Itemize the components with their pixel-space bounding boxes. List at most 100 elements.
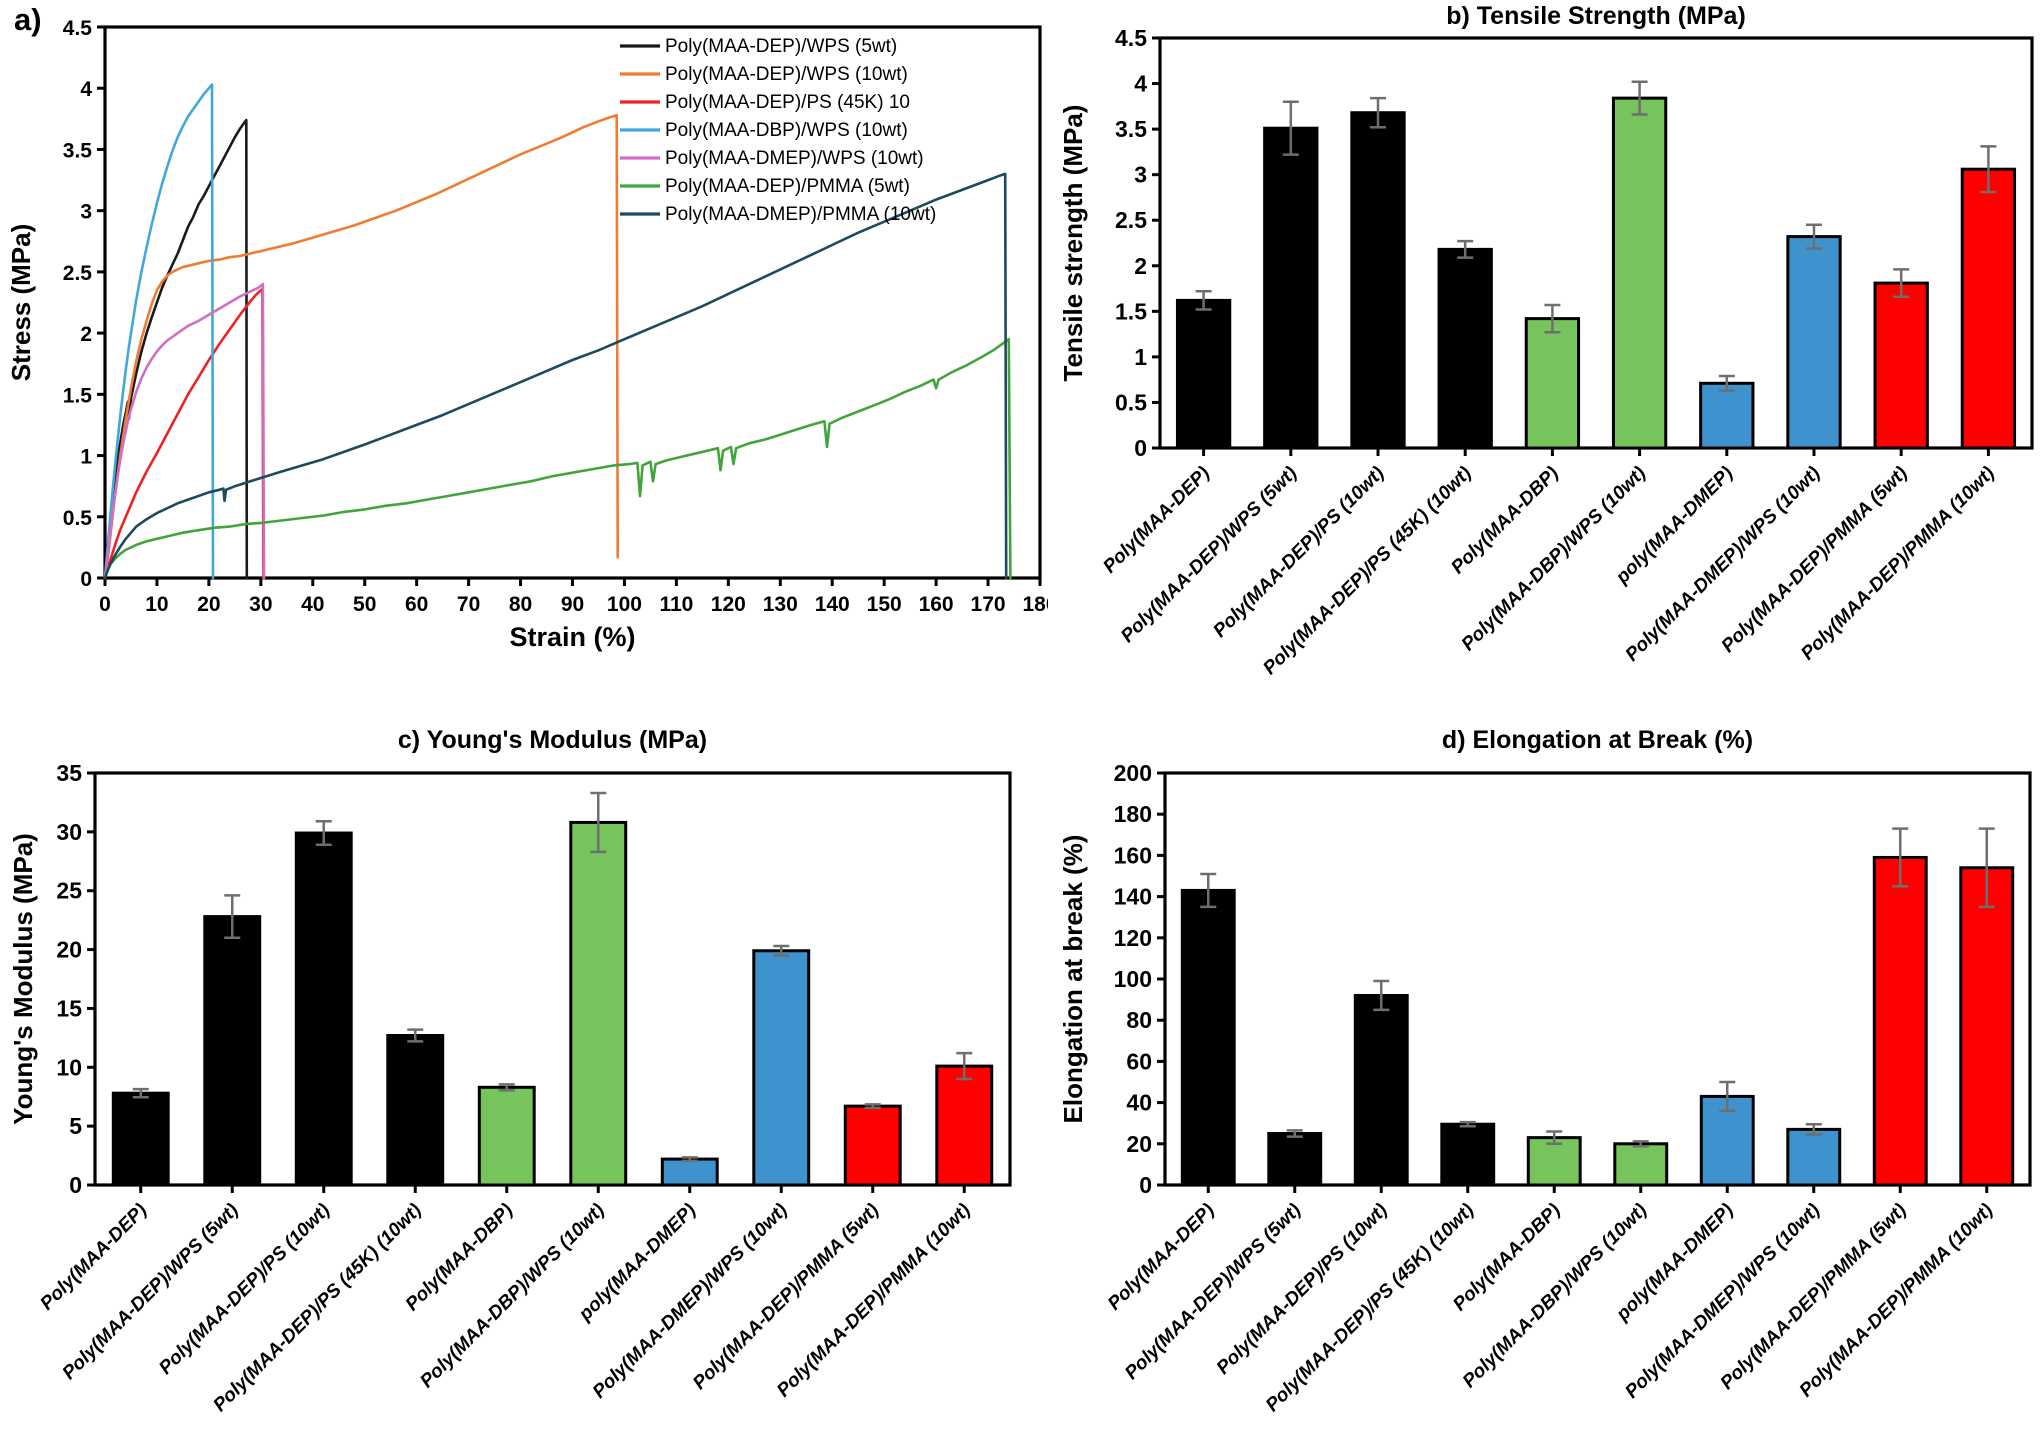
series-line [103, 118, 249, 580]
y-tick-label: 160 [1114, 842, 1152, 868]
bar-2 [1263, 126, 1319, 450]
y-tick-label: 0 [69, 1172, 82, 1198]
x-tick-label: 40 [301, 593, 324, 616]
bar-8 [1786, 1127, 1842, 1187]
category-label: Poly(MAA-DEP)/PMMA (5wt) [689, 1200, 883, 1394]
x-tick-label: 20 [197, 593, 220, 616]
error-bar [1282, 100, 1299, 156]
series-line [103, 287, 265, 580]
bar-10 [1959, 866, 2015, 1187]
y-tick-label: 1.5 [63, 384, 93, 407]
category-label: Poly(MAA-DEP)/PS (45K) (10wt) [209, 1200, 425, 1416]
bar-3 [1350, 111, 1406, 450]
panel-c-title: c) Young's Modulus (MPa) [397, 726, 708, 754]
y-axis-title: Tensile strength (MPa) [1058, 105, 1088, 382]
x-tick-label: 60 [405, 593, 428, 616]
plot-frame [93, 771, 1012, 1187]
legend-label: Poly(MAA-DMEP)/WPS (10wt) [665, 148, 924, 169]
error-bar [956, 1051, 973, 1081]
y-tick-label: 60 [1126, 1048, 1152, 1074]
panel-d-elongation-at-break: d) Elongation at Break (%) 0 20 40 60 80 100 1… [1050, 718, 2042, 1436]
x-tick-label: 170 [971, 593, 1006, 616]
x-tick-label: 140 [815, 593, 850, 616]
x-tick-label: 120 [711, 593, 746, 616]
y-tick-label: 3 [1134, 162, 1147, 188]
y-axis-title: Elongation at break (%) [1058, 835, 1088, 1124]
bar-9 [843, 1104, 902, 1187]
category-label: Poly(MAA-DEP)/PMMA (10wt) [1797, 463, 1999, 665]
category-label: Poly(MAA-DEP)/WPS (5wt) [1117, 463, 1301, 647]
bar-10 [1960, 167, 2017, 450]
y-axis-title: Stress (MPa) [6, 224, 36, 382]
category-label: Poly(MAA-DBP)/WPS (10wt) [1458, 463, 1650, 655]
y-tick-label: 10 [56, 1054, 82, 1080]
x-tick-label: 70 [457, 593, 480, 616]
series-line [103, 282, 266, 580]
category-label: Poly(MAA-DEP)/PMMA (5wt) [1718, 463, 1912, 657]
category-label: Poly(MAA-DEP)/PS (10wt) [1209, 463, 1388, 642]
category-label: Poly(MAA-DEP)/PS (10wt) [155, 1200, 334, 1379]
y-tick-label: 20 [56, 937, 82, 963]
y-tick-label: 4.5 [63, 17, 93, 40]
panel-c-youngs-modulus: c) Young's Modulus (MPa) 0 5 10 15 20 25 30 35 Y… [0, 718, 1048, 1436]
error-bar [1805, 1122, 1822, 1136]
bar-3 [1353, 993, 1409, 1187]
series-line [103, 337, 1012, 580]
category-label: Poly(MAA-DEP)/PMMA (10wt) [1796, 1200, 1998, 1402]
error-bar [224, 894, 241, 940]
y-tick-label: 1 [80, 446, 92, 469]
error-bar [1544, 303, 1561, 334]
tensile-strength-bar-chart: 0 0.5 1 1.5 2 2.5 3 3.5 4 4.5 Tensile strength (MP… [1058, 25, 2034, 679]
bar-7 [1699, 381, 1755, 450]
x-tick-label: 30 [249, 593, 272, 616]
bar-5 [477, 1085, 536, 1187]
bar-4 [386, 1034, 445, 1187]
bar-8 [1786, 235, 1842, 450]
y-tick-label: 80 [1126, 1007, 1152, 1033]
x-tick-label: 110 [659, 593, 693, 616]
x-tick-label: 130 [763, 593, 798, 616]
y-tick-label: 0.5 [1115, 389, 1147, 415]
error-bar [1632, 1140, 1649, 1148]
youngs-modulus-bar-chart: 0 5 10 15 20 25 30 35 Young's Modulus (MPa) Poly(… [8, 760, 1012, 1416]
bar-4 [1440, 1122, 1496, 1187]
error-bar [132, 1087, 149, 1099]
legend-label: Poly(MAA-DEP)/PMMA (5wt) [665, 176, 910, 197]
x-tick-label: 150 [867, 593, 902, 616]
error-bar [498, 1083, 515, 1092]
bar-1 [1175, 298, 1232, 450]
x-tick-label: 100 [607, 593, 642, 616]
plot-frame [1158, 36, 2034, 450]
y-tick-label: 35 [56, 760, 82, 786]
x-tick-label: 0 [99, 593, 111, 616]
panel-a-stress-strain: a) 0 0.5 1 1.5 2 2.5 3 3.5 4 4.5 Stress (MPa) 0 10 20… [0, 0, 1048, 718]
error-bar [773, 944, 790, 957]
bar-7 [660, 1157, 719, 1187]
x-tick-label: 180 [1022, 593, 1048, 616]
bar-2 [203, 915, 262, 1187]
y-tick-label: 140 [1114, 884, 1152, 910]
x-tick-label: 10 [145, 593, 168, 616]
error-bar [1718, 374, 1735, 392]
category-label: Poly(MAA-DMEP)/WPS (10wt) [589, 1200, 792, 1403]
x-tick-label: 50 [353, 593, 376, 616]
error-bar [1892, 827, 1909, 888]
y-axis-title: Young's Modulus (MPa) [8, 833, 38, 1125]
legend-label: Poly(MAA-DMEP)/PMMA (10wt) [665, 204, 936, 225]
x-tick-label: 160 [919, 593, 954, 616]
error-bar [407, 1028, 424, 1043]
y-tick-label: 4.5 [1115, 25, 1147, 51]
error-bar [1459, 1120, 1476, 1128]
error-bar [1200, 872, 1217, 909]
y-tick-label: 4 [80, 78, 92, 101]
y-tick-label: 120 [1114, 925, 1152, 951]
error-bar [1373, 979, 1390, 1012]
x-tick-label: 80 [509, 593, 532, 616]
panel-a-label: a) [14, 2, 42, 37]
elongation-bar-chart: 0 20 40 60 80 100 120 140 160 180 200 Elongation at… [1058, 760, 2032, 1416]
panel-b-title: b) Tensile Strength (MPa) [1446, 2, 1746, 30]
error-bar [681, 1156, 698, 1163]
bar-2 [1267, 1132, 1323, 1187]
y-tick-label: 100 [1114, 966, 1152, 992]
